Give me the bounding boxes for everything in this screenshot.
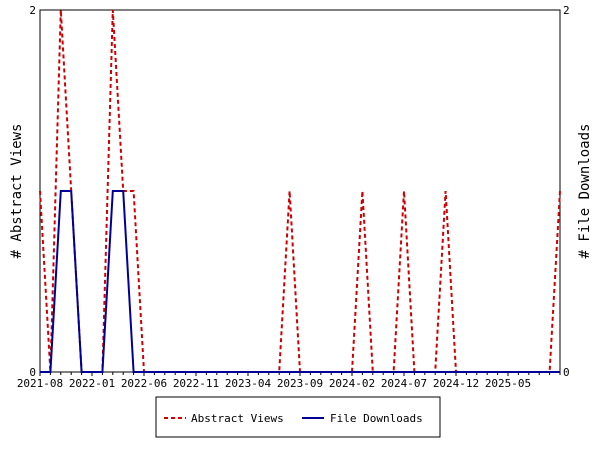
y-tick-label-right: 2 (563, 4, 570, 17)
x-tick-label: 2023-04 (225, 377, 272, 390)
series-lines (39, 9, 561, 373)
y-axis-tick-labels: 0 2 0 2 (29, 4, 569, 379)
x-tick-label: 2025-05 (485, 377, 531, 390)
x-tick-label: 2024-07 (381, 377, 427, 390)
x-tick-label: 2023-09 (277, 377, 323, 390)
x-tick-label: 2024-02 (329, 377, 375, 390)
x-tick-label: 2024-12 (433, 377, 479, 390)
y-axis-right-title: # File Downloads (577, 124, 593, 259)
legend-label-abstract-views: Abstract Views (191, 412, 284, 425)
legend-label-file-downloads: File Downloads (330, 412, 423, 425)
y-tick-label-left: 2 (29, 4, 36, 17)
legend: Abstract Views File Downloads (155, 396, 441, 438)
y-tick-label-right: 0 (563, 366, 570, 379)
x-axis-tick-labels: 2021-08 2022-01 2022-06 2022-11 2023-04 2023-… (17, 377, 531, 390)
x-tick-label: 2022-01 (69, 377, 115, 390)
y-tick-label-left: 0 (29, 366, 36, 379)
x-tick-label: 2021-08 (17, 377, 63, 390)
series-line-file-downloads (40, 190, 560, 373)
y-axis-left-title: # Abstract Views (9, 124, 25, 259)
x-tick-label: 2022-06 (121, 377, 167, 390)
legend-box (155, 396, 441, 438)
x-tick-label: 2022-11 (173, 377, 219, 390)
